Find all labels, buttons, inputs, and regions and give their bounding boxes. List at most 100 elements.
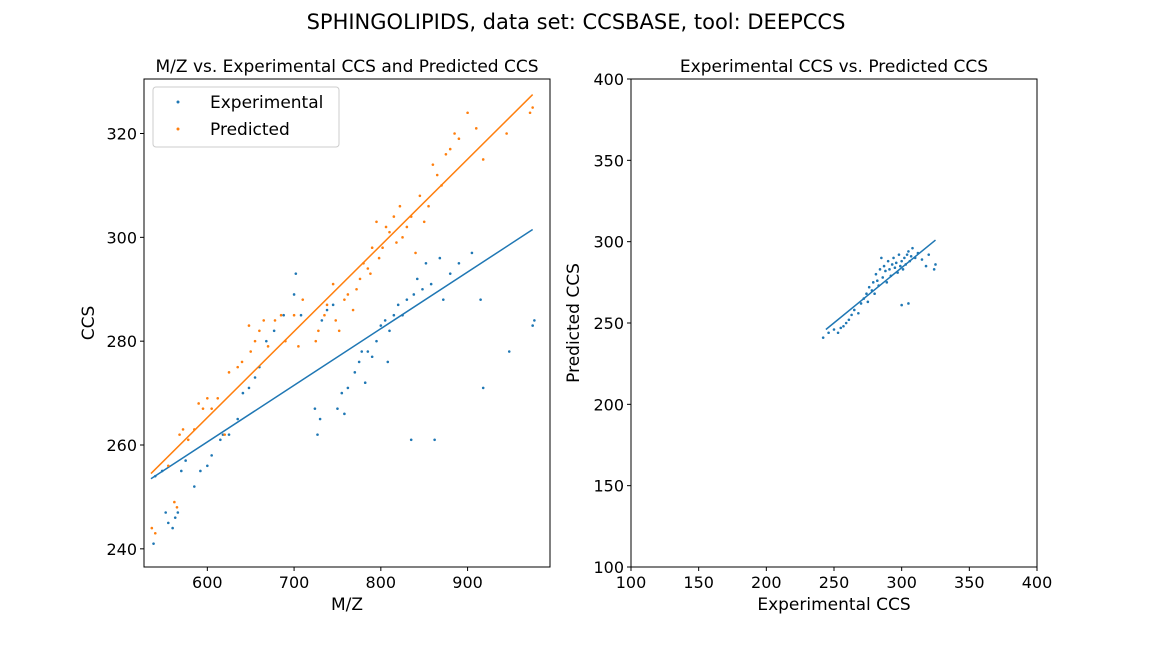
left-predicted-point bbox=[206, 396, 209, 400]
left-predicted-point bbox=[388, 230, 391, 234]
right-series-point bbox=[853, 308, 856, 312]
left-experimental-point bbox=[479, 298, 482, 301]
right-x-tick-label: 250 bbox=[819, 573, 850, 592]
right-series-point bbox=[907, 250, 910, 253]
left-predicted-point bbox=[201, 407, 205, 410]
left-experimental-point bbox=[396, 303, 400, 307]
left-experimental-point bbox=[409, 438, 413, 442]
left-experimental-point bbox=[171, 526, 174, 530]
left-predicted-point bbox=[334, 319, 338, 322]
left-predicted-point bbox=[216, 396, 220, 400]
left-predicted-point bbox=[384, 225, 388, 229]
left-predicted-point bbox=[262, 319, 266, 322]
right-x-tick-label: 350 bbox=[954, 573, 985, 592]
left-predicted-point bbox=[401, 236, 404, 239]
left-experimental-point bbox=[299, 313, 303, 317]
right-series-point bbox=[893, 266, 897, 269]
right-series-point bbox=[874, 272, 878, 276]
left-predicted-point bbox=[431, 163, 435, 166]
right-x-tick-label: 150 bbox=[683, 573, 714, 592]
right-series-point bbox=[890, 263, 894, 266]
right-series-point bbox=[836, 331, 840, 335]
legend-label-predicted: Predicted bbox=[210, 120, 290, 140]
left-experimental-point bbox=[184, 459, 187, 462]
left-experimental-point bbox=[180, 469, 183, 473]
right-series-point bbox=[911, 246, 914, 250]
left-predicted-point bbox=[528, 111, 532, 115]
left-y-tick-label: 320 bbox=[106, 125, 137, 144]
left-predicted-point bbox=[422, 220, 426, 224]
right-series-point bbox=[880, 256, 883, 260]
left-experimental-point bbox=[507, 350, 511, 353]
left-predicted-point bbox=[210, 407, 213, 410]
left-predicted-point bbox=[227, 371, 231, 374]
right-series-point bbox=[866, 300, 870, 304]
right-series-point bbox=[900, 303, 903, 307]
left-predicted-point bbox=[175, 505, 179, 509]
left-experimental-point bbox=[533, 319, 536, 322]
right-series-point bbox=[865, 292, 868, 296]
right-series-series bbox=[821, 239, 937, 339]
left-experimental-point bbox=[412, 293, 416, 296]
right-scatter-plot: Experimental CCS vs. Predicted CCS 100 15… bbox=[564, 57, 1052, 615]
left-predicted-point bbox=[375, 220, 378, 224]
left-predicted-point bbox=[150, 526, 154, 530]
left-experimental-point bbox=[405, 298, 409, 301]
left-experimental-point bbox=[429, 282, 433, 286]
right-series-point bbox=[886, 259, 890, 263]
left-y-tick-label: 300 bbox=[106, 228, 137, 247]
right-series-point bbox=[934, 263, 937, 266]
left-predicted-point bbox=[381, 246, 384, 250]
right-series-point bbox=[821, 336, 825, 339]
left-experimental-point bbox=[325, 308, 329, 312]
left-y-tick-label: 240 bbox=[106, 540, 137, 559]
right-series-point bbox=[881, 276, 885, 279]
left-experimental-point bbox=[236, 417, 239, 421]
left-experimental-point bbox=[433, 438, 436, 442]
left-predicted-point bbox=[236, 365, 239, 369]
left-experimental-point bbox=[375, 339, 378, 343]
legend-marker-predicted bbox=[176, 127, 180, 131]
left-experimental-point bbox=[531, 324, 534, 327]
right-series-point bbox=[924, 264, 928, 268]
left-predicted-point bbox=[418, 194, 422, 198]
left-predicted-point bbox=[258, 329, 261, 333]
right-series-point bbox=[882, 264, 886, 268]
left-experimental-point bbox=[313, 407, 317, 410]
left-predicted-point bbox=[297, 345, 300, 348]
left-experimental-point bbox=[421, 287, 424, 291]
left-predicted-point bbox=[505, 132, 508, 135]
right-series-point bbox=[878, 268, 882, 271]
right-y-tick-label: 150 bbox=[593, 477, 624, 496]
left-predicted-point bbox=[240, 360, 244, 364]
left-predicted-point bbox=[337, 329, 341, 333]
left-experimental-point bbox=[343, 412, 346, 416]
left-experimental-point bbox=[318, 417, 322, 421]
right-series-point bbox=[897, 253, 901, 256]
left-predicted-point bbox=[173, 500, 176, 504]
left-experimental-point bbox=[353, 371, 357, 374]
left-experimental-point bbox=[392, 313, 396, 317]
left-predicted-point bbox=[273, 319, 277, 322]
left-experimental-point bbox=[448, 272, 452, 275]
left-predicted-point bbox=[223, 433, 226, 436]
left-experimental-point bbox=[346, 386, 350, 390]
left-predicted-point bbox=[247, 324, 251, 327]
right-series-point bbox=[907, 302, 910, 305]
right-series-point bbox=[876, 279, 879, 283]
left-predicted-point bbox=[466, 111, 469, 115]
left-predicted-point bbox=[474, 127, 478, 130]
left-experimental-point bbox=[193, 485, 196, 488]
left-experimental-point bbox=[441, 298, 445, 301]
right-y-tick-label: 200 bbox=[593, 395, 624, 414]
left-x-tick-label: 900 bbox=[452, 573, 483, 592]
right-series-point bbox=[832, 328, 836, 331]
left-experimental-point bbox=[292, 293, 296, 296]
left-experimental-point bbox=[336, 407, 339, 410]
right-y-tick-label: 300 bbox=[593, 233, 624, 252]
left-experimental-point bbox=[366, 350, 370, 353]
left-predicted-point bbox=[249, 350, 253, 353]
left-experimental-point bbox=[363, 381, 367, 385]
legend-marker-experimental bbox=[176, 100, 180, 104]
left-predicted-point bbox=[181, 428, 185, 431]
